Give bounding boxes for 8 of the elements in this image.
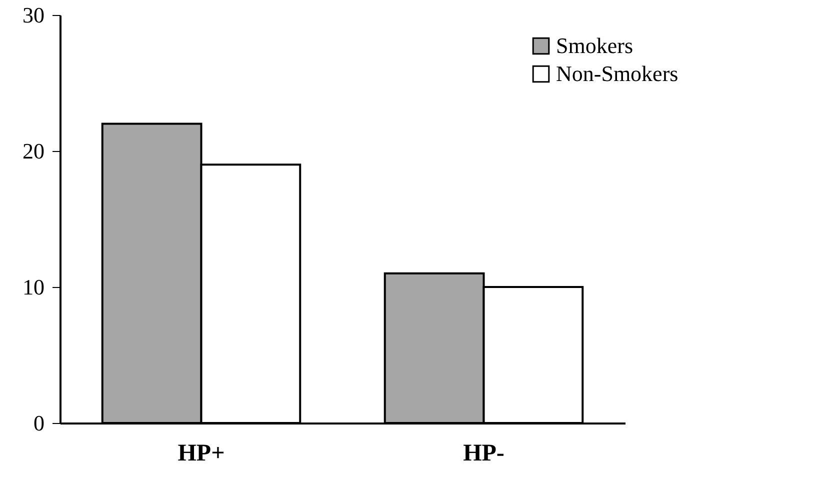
y-tick-label: 0: [34, 410, 44, 436]
x-tick-label: HP+: [178, 440, 225, 466]
legend-label: Non-Smokers: [556, 61, 678, 86]
x-tick-label: HP-: [463, 440, 504, 466]
y-tick-label: 30: [22, 2, 44, 28]
legend-label: Smokers: [556, 33, 633, 58]
y-tick-label: 20: [22, 138, 44, 164]
y-tick-label: 10: [22, 274, 44, 300]
